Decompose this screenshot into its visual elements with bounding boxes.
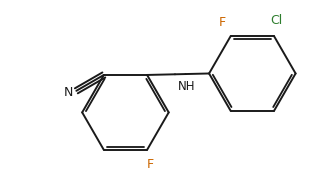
Text: NH: NH [178, 80, 196, 93]
Text: N: N [63, 86, 73, 99]
Text: F: F [146, 158, 153, 171]
Text: Cl: Cl [271, 14, 283, 27]
Text: F: F [218, 16, 226, 29]
